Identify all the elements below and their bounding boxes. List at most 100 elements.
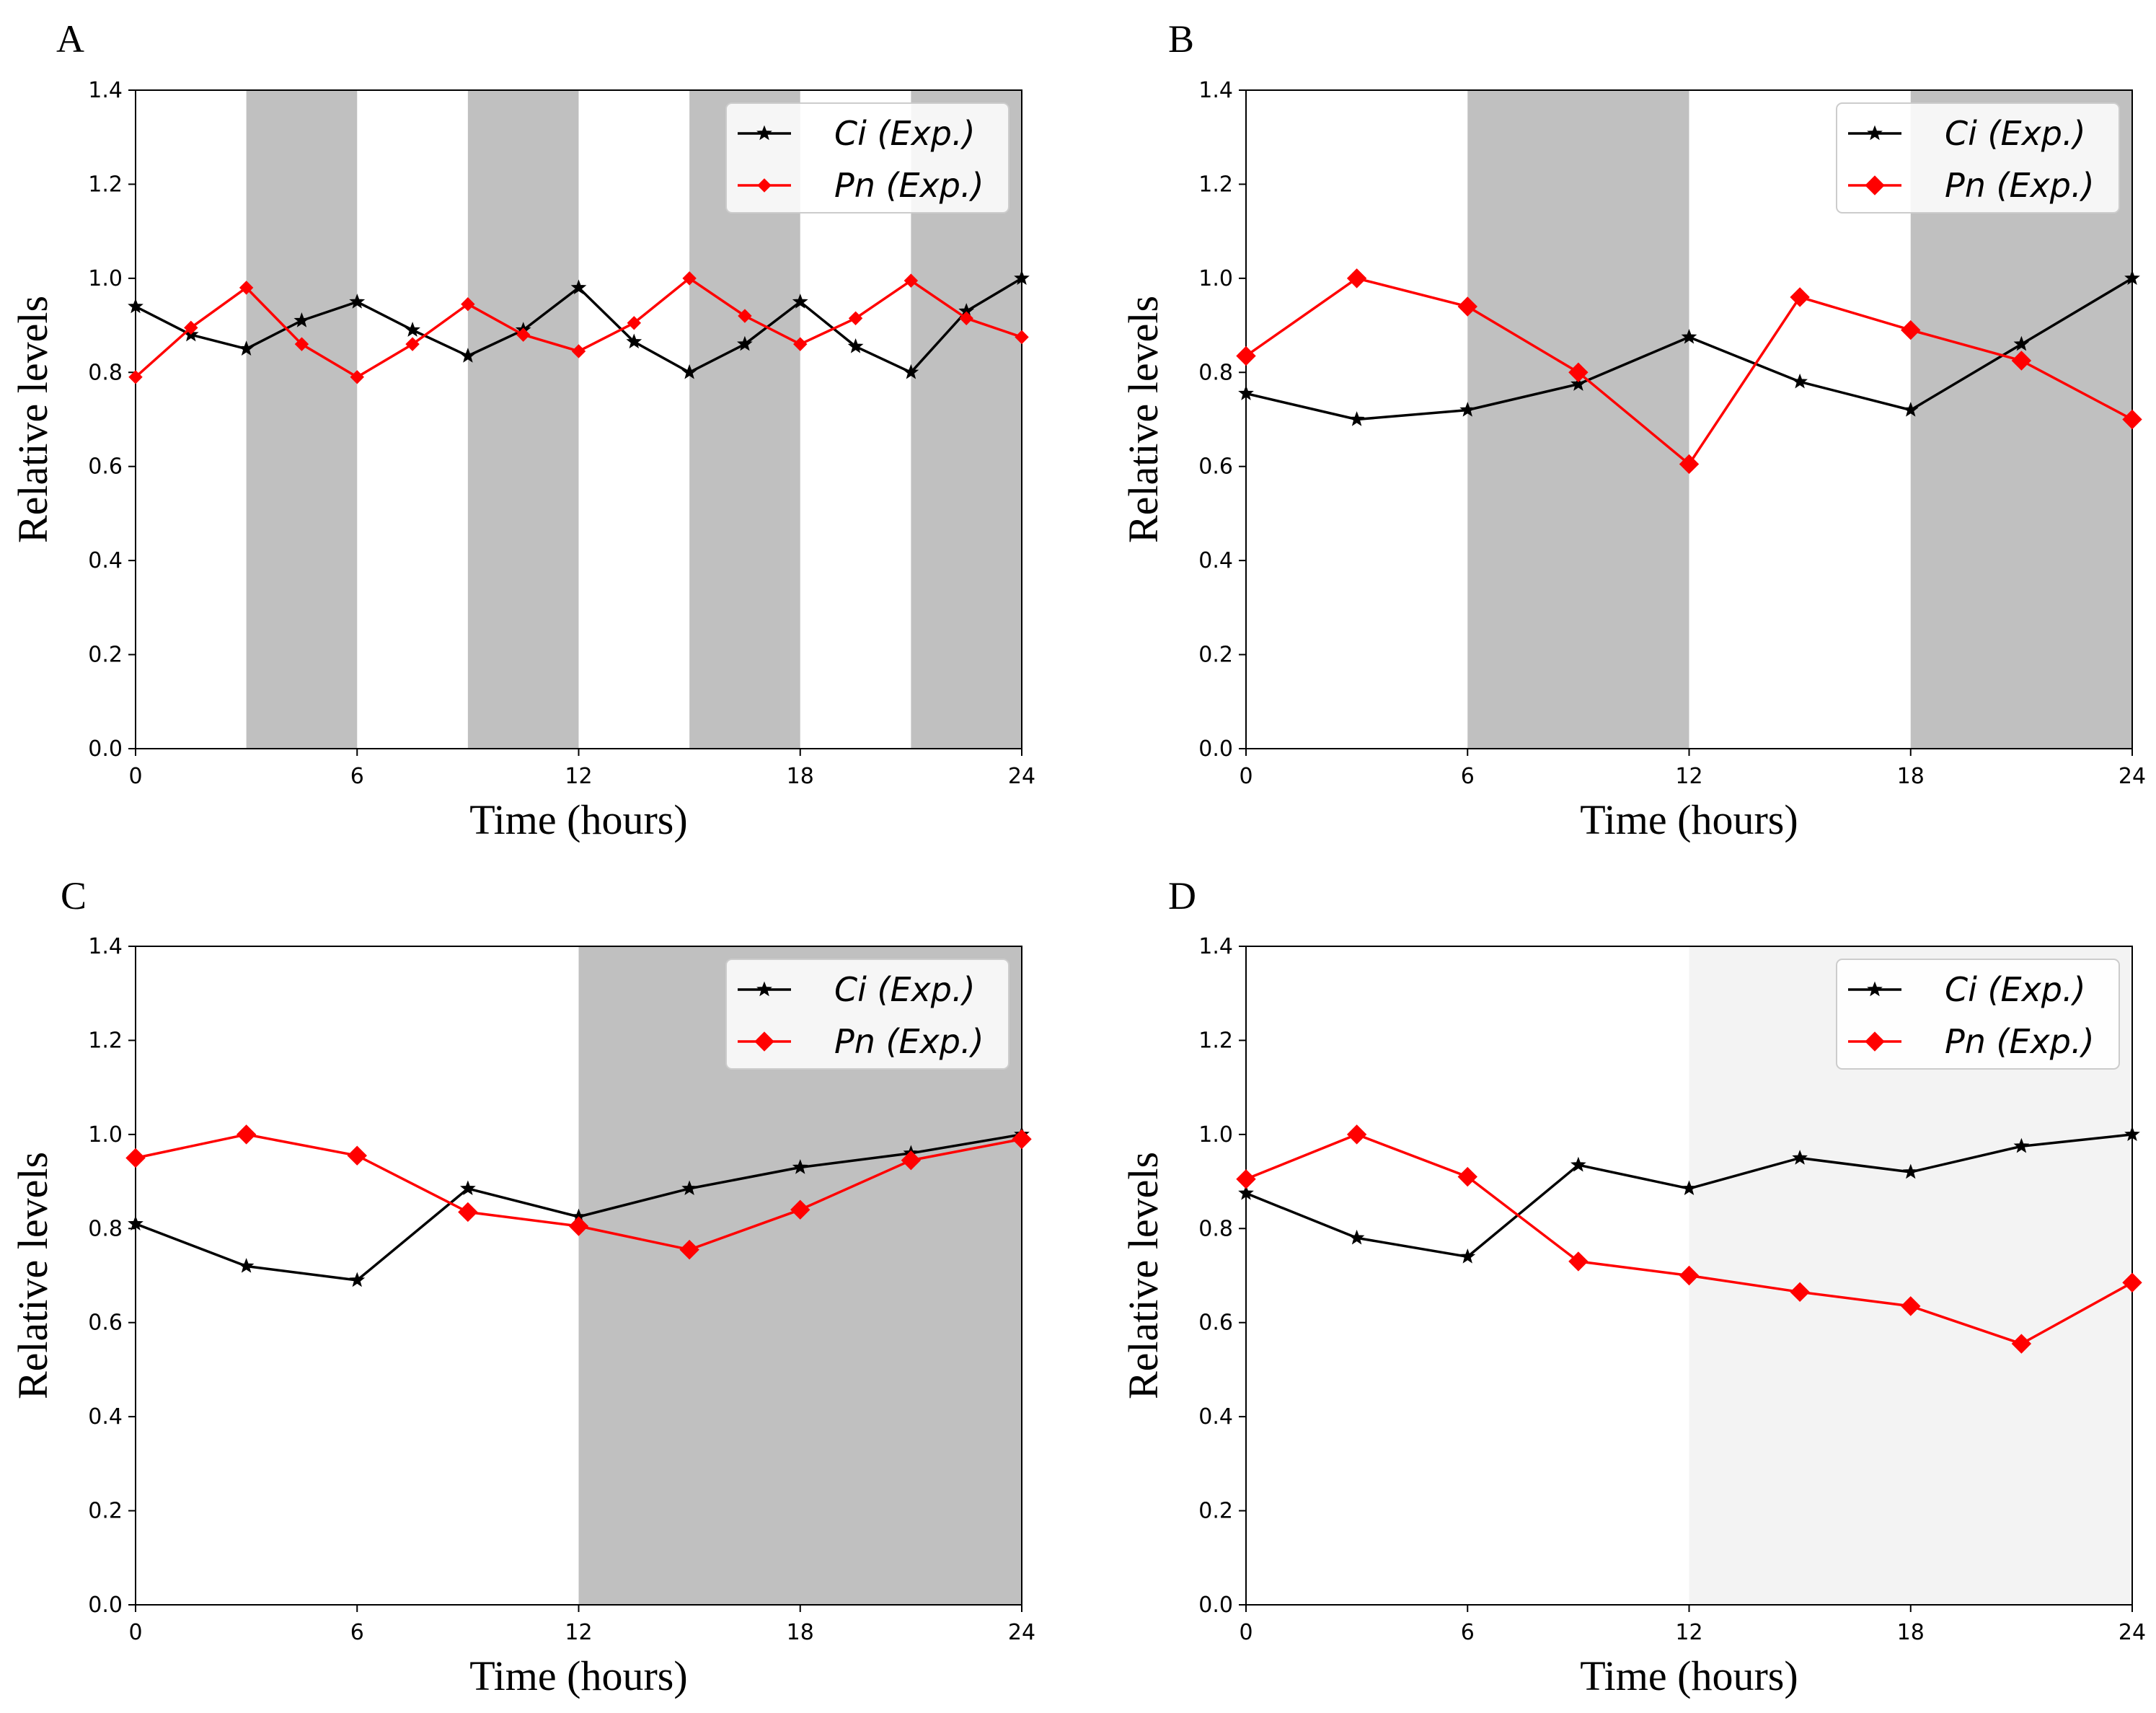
series-ci <box>128 270 1030 379</box>
y-tick-label: 0.2 <box>88 643 123 668</box>
data-point <box>792 1159 808 1174</box>
data-point <box>405 322 420 337</box>
y-tick-label: 1.4 <box>88 78 123 103</box>
y-tick-label: 0.2 <box>1198 643 1233 668</box>
y-tick-label: 1.4 <box>88 934 123 959</box>
data-point <box>681 364 697 379</box>
y-tick-label: 0.4 <box>88 1404 123 1430</box>
shaded-interval-0 <box>246 90 358 749</box>
panel-label-a: A <box>56 17 84 61</box>
data-point <box>1346 268 1367 289</box>
data-point <box>2124 270 2140 286</box>
legend-entry: Pn (Exp.) <box>1848 166 2095 205</box>
legend-label: Ci (Exp.) <box>1945 114 2086 153</box>
x-tick-label: 6 <box>1461 764 1475 789</box>
x-tick-label: 6 <box>350 764 364 789</box>
data-point <box>2013 335 2030 351</box>
data-point <box>1568 362 1589 382</box>
legend-entry: Ci (Exp.) <box>738 114 976 153</box>
legend-entry: Pn (Exp.) <box>738 1022 984 1061</box>
x-tick-label: 24 <box>1008 1620 1035 1645</box>
y-tick-label: 0.8 <box>1198 1216 1233 1241</box>
data-point <box>458 1202 478 1223</box>
data-point <box>1346 1124 1367 1145</box>
data-point <box>128 298 143 314</box>
data-point <box>1012 1129 1032 1150</box>
data-point <box>294 337 309 351</box>
legend-label: Pn (Exp.) <box>834 1022 984 1061</box>
data-point <box>901 1150 922 1171</box>
data-point <box>626 333 642 349</box>
y-tick-label: 1.2 <box>1198 172 1233 197</box>
data-point <box>1681 1180 1697 1196</box>
data-point <box>568 1216 589 1236</box>
data-point <box>738 309 752 323</box>
y-tick-label: 0.8 <box>88 360 123 385</box>
data-point <box>792 294 808 309</box>
legend-box <box>725 102 1009 213</box>
x-tick-label: 0 <box>1239 1620 1252 1645</box>
legend-entry: Pn (Exp.) <box>1848 1022 2095 1061</box>
legend-marker <box>1865 1031 1885 1052</box>
legend: Ci (Exp.) Pn (Exp.) <box>725 959 1009 1070</box>
x-tick-label: 12 <box>565 764 592 789</box>
legend-marker <box>1865 175 1885 195</box>
panel-label-d: D <box>1168 874 1196 917</box>
legend: Ci (Exp.) Pn (Exp.) <box>1836 102 2120 213</box>
y-tick-label: 0.6 <box>88 1311 123 1336</box>
data-point <box>1568 1251 1589 1272</box>
y-tick-label: 1.0 <box>88 266 123 291</box>
panel-label-c: C <box>61 874 87 917</box>
data-point <box>2011 1334 2032 1354</box>
data-point <box>1459 1248 1476 1264</box>
legend-label: Ci (Exp.) <box>834 114 976 153</box>
data-point <box>349 294 366 309</box>
series-pn <box>125 1124 1032 1260</box>
data-point <box>1570 376 1586 391</box>
x-tick-label: 18 <box>787 764 814 789</box>
series-ci <box>1238 1126 2140 1264</box>
x-tick-label: 18 <box>1897 1620 1925 1645</box>
legend-marker <box>1867 125 1883 141</box>
y-tick-label: 0.4 <box>1198 548 1233 573</box>
data-point <box>1790 287 1810 307</box>
x-tick-label: 24 <box>2119 764 2146 789</box>
x-tick-label: 6 <box>350 1620 364 1645</box>
data-point <box>2011 351 2032 371</box>
legend-marker <box>1867 981 1883 997</box>
data-point <box>904 273 919 288</box>
y-tick-label: 0.6 <box>1198 454 1233 480</box>
y-tick-label: 0.4 <box>88 548 123 573</box>
data-point <box>461 297 475 312</box>
data-point <box>2122 1272 2142 1293</box>
data-point <box>571 344 586 358</box>
x-tick-label: 18 <box>787 1620 814 1645</box>
data-point <box>1901 320 1921 340</box>
data-point <box>793 337 808 351</box>
data-point <box>1459 402 1476 417</box>
data-point <box>570 279 587 295</box>
legend-label: Pn (Exp.) <box>1945 1022 2095 1061</box>
legend-label: Pn (Exp.) <box>1945 166 2095 205</box>
x-tick-label: 12 <box>1675 764 1702 789</box>
data-point <box>184 320 198 335</box>
data-point <box>347 1145 367 1166</box>
series-pn <box>128 271 1029 384</box>
legend-box <box>1836 959 2120 1070</box>
data-point <box>847 338 864 353</box>
data-point <box>1236 1169 1256 1189</box>
data-point <box>125 1148 146 1168</box>
legend-label: Ci (Exp.) <box>1945 970 2086 1009</box>
x-tick-label: 24 <box>2119 1620 2146 1645</box>
chart-panel-a: A 0.0 0.2 0.4 0.6 0.8 1.0 1.2 1.4 0 6 12 18 24 Time (h… <box>9 17 1035 843</box>
series-pn <box>1236 1124 2142 1354</box>
y-tick-label: 0.0 <box>1198 1593 1233 1618</box>
data-point <box>350 370 364 384</box>
data-point <box>1348 1229 1365 1245</box>
data-point <box>1792 373 1808 389</box>
data-point <box>460 348 476 363</box>
data-point <box>2122 409 2142 430</box>
data-point <box>737 335 753 351</box>
data-point <box>848 311 863 325</box>
